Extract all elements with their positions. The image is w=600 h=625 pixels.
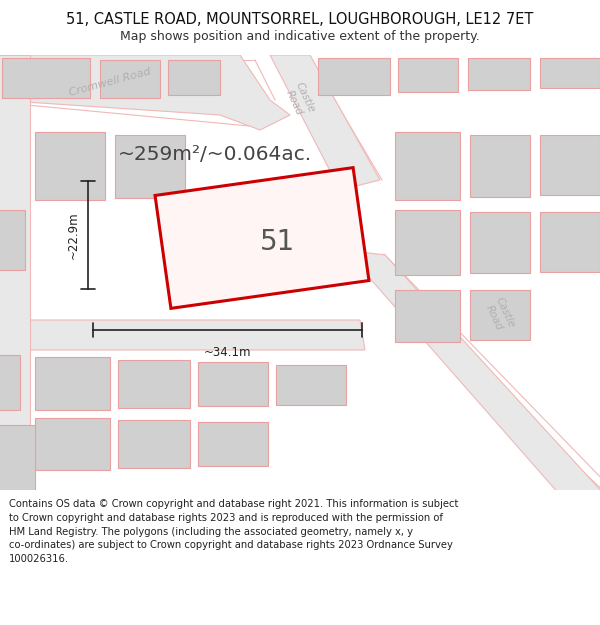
Polygon shape xyxy=(118,420,190,468)
Polygon shape xyxy=(0,320,365,350)
Polygon shape xyxy=(35,357,110,410)
Polygon shape xyxy=(395,132,460,200)
Polygon shape xyxy=(168,60,220,95)
Text: Castle
Road: Castle Road xyxy=(283,81,317,119)
Text: ~34.1m: ~34.1m xyxy=(204,346,251,359)
Polygon shape xyxy=(198,362,268,406)
Polygon shape xyxy=(470,135,530,197)
Polygon shape xyxy=(155,168,369,308)
Polygon shape xyxy=(115,135,185,198)
Polygon shape xyxy=(270,55,380,190)
Polygon shape xyxy=(395,290,460,342)
Polygon shape xyxy=(100,60,160,98)
Polygon shape xyxy=(0,55,290,130)
Text: Castle
Road: Castle Road xyxy=(483,296,517,334)
Polygon shape xyxy=(398,58,458,92)
Polygon shape xyxy=(0,55,30,495)
Polygon shape xyxy=(395,210,460,275)
Polygon shape xyxy=(470,212,530,273)
Polygon shape xyxy=(540,212,600,272)
Polygon shape xyxy=(276,365,346,405)
Polygon shape xyxy=(540,58,600,88)
Text: 51: 51 xyxy=(260,228,296,256)
Polygon shape xyxy=(540,135,600,195)
Polygon shape xyxy=(0,210,25,270)
Polygon shape xyxy=(35,132,105,200)
Text: ~259m²/~0.064ac.: ~259m²/~0.064ac. xyxy=(118,146,312,164)
Polygon shape xyxy=(35,418,110,470)
Text: Map shows position and indicative extent of the property.: Map shows position and indicative extent… xyxy=(120,30,480,43)
Polygon shape xyxy=(2,58,90,98)
Polygon shape xyxy=(345,250,600,495)
Text: Cromwell Road: Cromwell Road xyxy=(68,66,152,98)
Polygon shape xyxy=(118,360,190,408)
Text: ~22.9m: ~22.9m xyxy=(67,211,80,259)
Text: Contains OS data © Crown copyright and database right 2021. This information is : Contains OS data © Crown copyright and d… xyxy=(9,499,458,564)
Polygon shape xyxy=(0,355,20,410)
Polygon shape xyxy=(468,58,530,90)
Polygon shape xyxy=(470,290,530,340)
Polygon shape xyxy=(318,58,390,95)
Text: 51, CASTLE ROAD, MOUNTSORREL, LOUGHBOROUGH, LE12 7ET: 51, CASTLE ROAD, MOUNTSORREL, LOUGHBOROU… xyxy=(67,12,533,27)
Polygon shape xyxy=(198,422,268,466)
Polygon shape xyxy=(0,425,35,495)
